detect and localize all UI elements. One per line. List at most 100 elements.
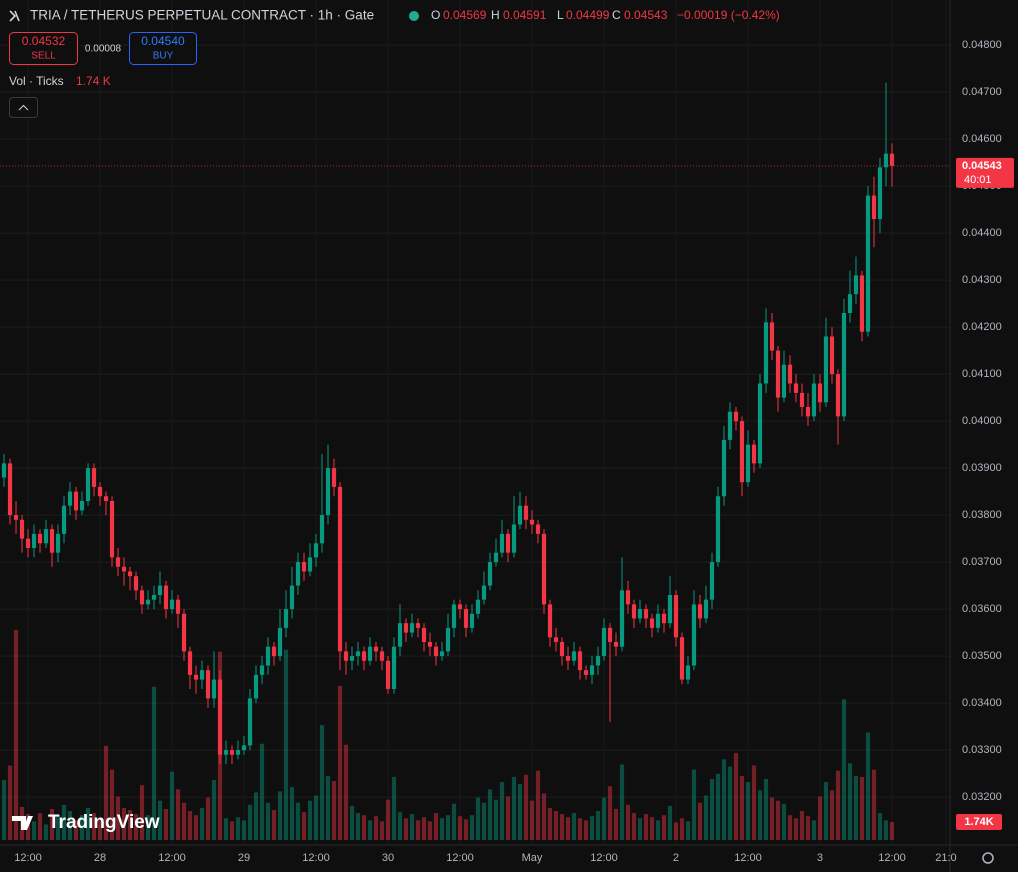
candle-body [301,562,307,572]
volume-bar [271,810,277,840]
volume-bar [667,805,673,840]
candle-body [457,604,463,610]
candle-body [451,604,457,628]
candle-body [547,604,553,638]
volume-bar [805,816,811,840]
volume-bar [553,811,559,840]
candle-body [67,491,73,506]
volume-bar [547,807,553,840]
candle-body [709,562,715,600]
candle-body [7,463,13,516]
volume-bar [571,813,577,840]
candle-body [91,468,97,487]
volume-bar [859,776,865,840]
candle-body [97,486,103,497]
candle-body [571,651,577,661]
volume-bar [829,790,835,840]
volume-bar [511,776,517,840]
candle-body [739,421,745,483]
watermark-logo [12,816,33,830]
volume-bar [385,799,391,840]
volume-bar [427,821,433,840]
x-tick-label: 2 [673,852,679,864]
buy-button[interactable] [129,32,197,65]
candle-body [307,557,313,572]
volume-bar [295,802,301,840]
volume-bar [541,793,547,840]
volume-value: 1.74 K [76,74,111,88]
volume-bar [565,817,571,840]
candle-body [643,609,649,619]
volume-bar [871,769,877,840]
volume-bar [577,818,583,840]
volume-bar [697,802,703,840]
volume-bar [307,800,313,840]
volume-bar [787,815,793,840]
volume-bar [91,813,97,840]
volume-bar [151,686,157,840]
x-tick-label: 29 [238,852,250,864]
volume-bar [439,818,445,840]
candle-body [235,750,241,755]
volume-bar [841,699,847,840]
volume-bar [583,820,589,840]
candle-body [667,594,673,624]
volume-bar [877,813,883,840]
volume-bar [865,732,871,840]
candle-body [175,599,181,614]
symbol-title[interactable]: TRIA / TETHERUS PERPETUAL CONTRACT · 1h … [30,8,374,23]
volume-bar [523,774,529,840]
candle-body [229,750,235,755]
volume-bar [595,811,601,840]
volume-bar [745,782,751,840]
candle-body [427,641,433,647]
x-tick-label: 3 [817,852,823,864]
candle-body [289,585,295,610]
last-price-label: 0.04543 [962,160,1002,172]
collapse-icon [18,104,29,111]
volume-bar [331,781,337,840]
candle-body [793,383,799,393]
volume-bar [235,817,241,840]
sell-button[interactable] [9,32,78,65]
candle-body [253,674,259,699]
volume-bar [121,807,127,840]
candle-body [781,364,787,398]
candle-body [397,623,403,647]
candle-body [271,646,277,657]
candle-body [655,613,661,628]
collapse-button[interactable] [9,97,38,118]
candle-body [685,665,691,680]
y-tick-label: 0.04400 [962,227,1002,239]
candle-body [763,322,769,384]
volume-bar [739,775,745,840]
candle-body [313,543,319,558]
candle-body [631,604,637,619]
volume-bar [355,813,361,840]
candle-body [73,491,79,511]
volume-bar [493,799,499,840]
y-tick-label: 0.04700 [962,86,1002,98]
volume-bar [451,803,457,840]
volume-bar [487,789,493,840]
buy-price: 0.04540 [141,34,185,48]
settings-icon[interactable] [982,852,994,864]
volume-bar [337,685,343,840]
candle-body [181,613,187,652]
volume-bar [97,819,103,840]
x-tick-label: 12:00 [158,852,186,864]
ohlc-value: 0.04499 [566,8,610,22]
candle-body [583,670,589,675]
candle-body [835,374,841,417]
candle-body [673,594,679,638]
candle-body [421,627,427,642]
volume-bar [685,821,691,840]
volume-bar [397,812,403,840]
volume-bar [247,804,253,840]
candles [1,82,895,765]
candle-body [799,392,805,407]
volume-bar [835,770,841,840]
sell-label: SELL [31,51,56,62]
volume-title: Vol · Ticks [9,74,64,88]
volume-bar [241,820,247,840]
